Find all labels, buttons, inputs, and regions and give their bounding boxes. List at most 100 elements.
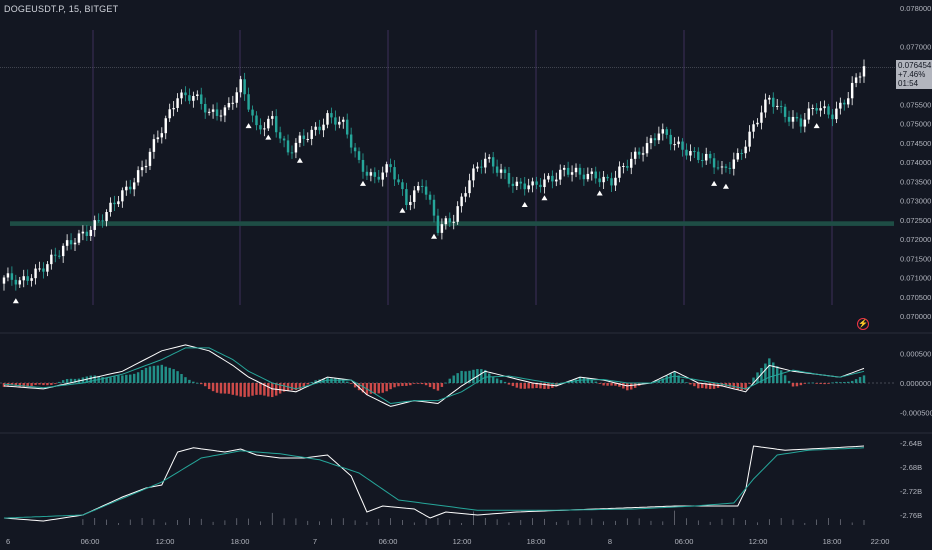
- price-change: +7.46%: [898, 70, 926, 79]
- candle-body: [657, 133, 661, 141]
- buy-signal-marker: [296, 157, 303, 163]
- candle-body: [393, 167, 396, 180]
- cumulative-scale-tick: -2.72B: [900, 487, 922, 496]
- histogram-bar: [180, 374, 183, 383]
- candle-body: [61, 245, 65, 257]
- oscillator-signal-line: [3, 347, 865, 405]
- candle-body: [180, 92, 183, 99]
- candle-body: [85, 231, 89, 236]
- candle-body: [397, 179, 400, 183]
- candle-body: [196, 94, 199, 96]
- candle-body: [26, 276, 29, 281]
- histogram-bar: [26, 383, 29, 387]
- candle-body: [235, 92, 238, 103]
- histogram-bar: [570, 380, 574, 383]
- histogram-bar: [160, 364, 164, 383]
- candles-group: [2, 59, 866, 291]
- candle-body: [685, 149, 688, 156]
- candle-body: [338, 121, 341, 125]
- histogram-bar: [58, 381, 61, 383]
- symbol-title: DOGEUSDT.P, 15, BITGET: [4, 4, 119, 14]
- candle-body: [495, 166, 499, 173]
- candle-body: [109, 202, 112, 213]
- candle-body: [345, 119, 349, 135]
- time-axis-tick: 06:00: [379, 537, 398, 546]
- price-scale-tick: 0.075000: [900, 120, 931, 129]
- histogram-bar: [38, 383, 41, 385]
- candle-body: [787, 116, 791, 122]
- histogram-bar: [22, 383, 25, 388]
- candle-body: [172, 107, 175, 110]
- histogram-bar: [113, 376, 116, 383]
- price-scale-tick: 0.070500: [900, 293, 931, 302]
- candle-body: [81, 231, 85, 234]
- histogram-bar: [499, 380, 503, 383]
- candle-body: [515, 181, 519, 186]
- candle-body: [207, 111, 211, 113]
- histogram-bar: [460, 370, 463, 383]
- candle-body: [562, 167, 566, 170]
- time-axis-tick: 12:00: [453, 537, 472, 546]
- candle-body: [263, 128, 266, 130]
- histogram-bar: [294, 383, 298, 391]
- candle-body: [661, 129, 665, 134]
- candle-body: [736, 153, 739, 160]
- histogram-bar: [89, 375, 93, 383]
- price-scale-tick: 0.070000: [900, 312, 931, 321]
- candle-body: [756, 122, 759, 125]
- candle-body: [168, 109, 171, 119]
- candle-body: [649, 138, 653, 144]
- histogram-bar: [405, 383, 408, 386]
- candle-body: [409, 201, 412, 206]
- candle-body: [176, 98, 179, 108]
- candle-body: [330, 113, 333, 118]
- histogram-bar: [472, 369, 475, 383]
- candle-body: [641, 153, 645, 155]
- time-axis-tick: 06:00: [675, 537, 694, 546]
- histogram-bar: [811, 382, 814, 384]
- buy-signal-marker: [265, 134, 272, 140]
- candle-body: [555, 179, 558, 182]
- histogram-bar: [10, 383, 14, 386]
- histogram-bar: [665, 375, 668, 383]
- histogram-bar: [73, 378, 77, 383]
- histogram-bar: [858, 377, 862, 383]
- histogram-bar: [330, 378, 333, 383]
- oscillator-line: [3, 344, 865, 407]
- candle-body: [594, 171, 597, 179]
- histogram-bar: [543, 383, 546, 389]
- histogram-bar: [227, 383, 231, 394]
- candle-body: [697, 151, 700, 160]
- price-scale-tick: 0.074500: [900, 139, 931, 148]
- candle-body: [294, 142, 298, 153]
- histogram-bar: [140, 370, 144, 383]
- candle-body: [73, 242, 77, 245]
- lightning-icon[interactable]: ⚡: [857, 318, 869, 330]
- histogram-bar: [839, 382, 842, 383]
- histogram-bar: [385, 383, 388, 392]
- buy-signal-marker: [245, 123, 252, 129]
- histogram-bar: [791, 383, 795, 387]
- histogram-bar: [290, 383, 294, 391]
- candle-body: [748, 131, 751, 147]
- candle-body: [164, 118, 167, 134]
- histogram-bar: [345, 381, 349, 383]
- time-axis-tick: 18:00: [527, 537, 546, 546]
- histogram-bar: [772, 362, 775, 383]
- histogram-bar: [409, 383, 412, 386]
- candle-body: [432, 199, 436, 216]
- histogram-bar: [752, 377, 755, 383]
- histogram-bar: [136, 372, 140, 383]
- histogram-bar: [823, 383, 826, 385]
- histogram-bar: [484, 369, 487, 383]
- candle-body: [227, 103, 231, 108]
- histogram-bar: [787, 380, 791, 383]
- candle-body: [677, 141, 680, 145]
- candle-body: [815, 107, 818, 111]
- candle-body: [42, 268, 45, 272]
- candle-body: [622, 165, 625, 167]
- candle-body: [267, 118, 270, 129]
- histogram-bar: [369, 383, 373, 394]
- candle-body: [499, 169, 503, 173]
